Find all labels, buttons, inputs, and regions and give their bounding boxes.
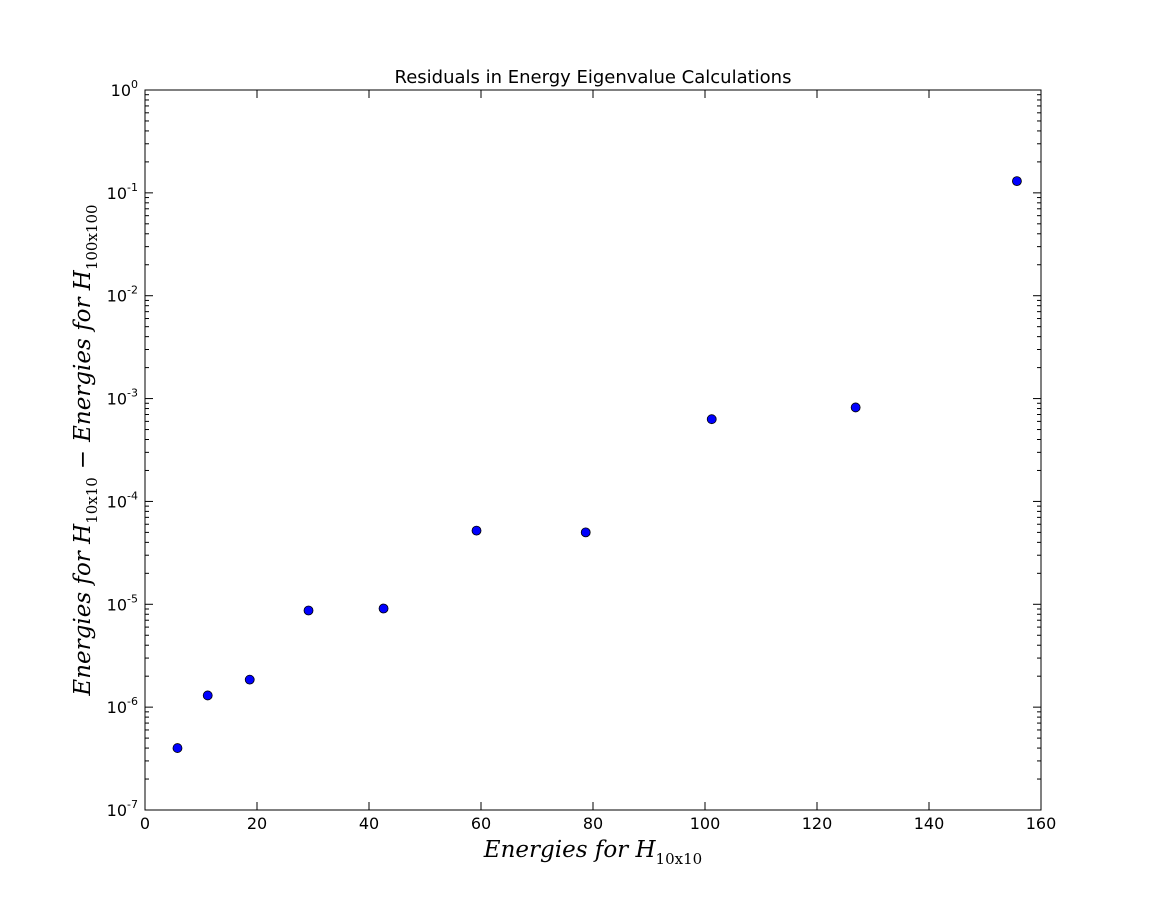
y-tick-label: 10-1: [107, 181, 138, 203]
y-tick-label-base: 10: [107, 698, 127, 717]
y-tick-label-base: 10: [111, 81, 131, 100]
y-axis-label-minus: −: [70, 450, 96, 469]
x-tick-label: 60: [471, 814, 491, 833]
y-tick-label-exponent: -3: [127, 387, 138, 400]
data-point: [244, 674, 255, 685]
y-tick-label-exponent: -4: [127, 489, 138, 502]
y-tick-label: 10-3: [107, 387, 138, 409]
y-tick-label-base: 10: [107, 390, 127, 409]
points-layer: [172, 176, 1022, 753]
y-axis-label-part2: Energies for H: [70, 269, 96, 443]
data-point: [303, 605, 314, 616]
chart-title: Residuals in Energy Eigenvalue Calculati…: [395, 67, 792, 88]
x-tick-label: 100: [690, 814, 721, 833]
x-tick-label: 20: [247, 814, 267, 833]
y-tick-label-exponent: -5: [127, 592, 138, 605]
y-tick-label: 10-7: [107, 798, 138, 820]
x-tick-label: 40: [359, 814, 379, 833]
x-tick-label: 0: [140, 814, 150, 833]
y-tick-label: 100: [111, 78, 138, 100]
y-tick-label-base: 10: [107, 287, 127, 306]
x-axis-label-main: Energies for H: [483, 837, 657, 863]
y-axis-label-subscript2: 100x100: [83, 204, 101, 270]
y-tick-label-exponent: -6: [127, 695, 138, 708]
y-tick-label-base: 10: [107, 492, 127, 511]
y-tick-label: 10-2: [107, 284, 138, 306]
x-axis-label: Energies for H10x10: [483, 837, 702, 868]
ticks-layer: 0 20 40 60 80 100 120 140 16010010-110-210-310-4…: [107, 78, 1057, 833]
y-tick-label-base: 10: [107, 595, 127, 614]
x-tick-label: 120: [802, 814, 833, 833]
y-tick-label: 10-4: [107, 489, 138, 511]
y-tick-label-base: 10: [107, 184, 127, 203]
x-tick-label: 140: [914, 814, 945, 833]
data-point: [202, 690, 213, 701]
x-axis-label-subscript: 10x10: [656, 850, 703, 868]
y-tick-label-exponent: -7: [127, 798, 138, 811]
data-point: [378, 603, 389, 614]
data-point: [706, 414, 717, 425]
y-axis-label: Energies for H10x10−Energies for H100x10…: [70, 204, 101, 696]
data-point: [1012, 176, 1022, 187]
data-point: [172, 743, 183, 753]
y-tick-label-exponent: -1: [127, 181, 138, 194]
data-point: [471, 525, 482, 536]
y-axis-label-part1: Energies for H: [70, 523, 96, 697]
plot-frame: [144, 89, 1042, 811]
y-axis-label-subscript1: 10x10: [83, 477, 101, 524]
y-tick-label: 10-5: [107, 592, 138, 614]
y-tick-label: 10-6: [107, 695, 138, 717]
x-tick-label: 80: [583, 814, 603, 833]
y-tick-label-exponent: -2: [127, 284, 138, 297]
y-tick-label-base: 10: [107, 801, 127, 820]
data-point: [580, 527, 591, 538]
data-point: [850, 402, 861, 413]
y-tick-label-exponent: 0: [131, 78, 138, 91]
x-tick-label: 160: [1026, 814, 1057, 833]
